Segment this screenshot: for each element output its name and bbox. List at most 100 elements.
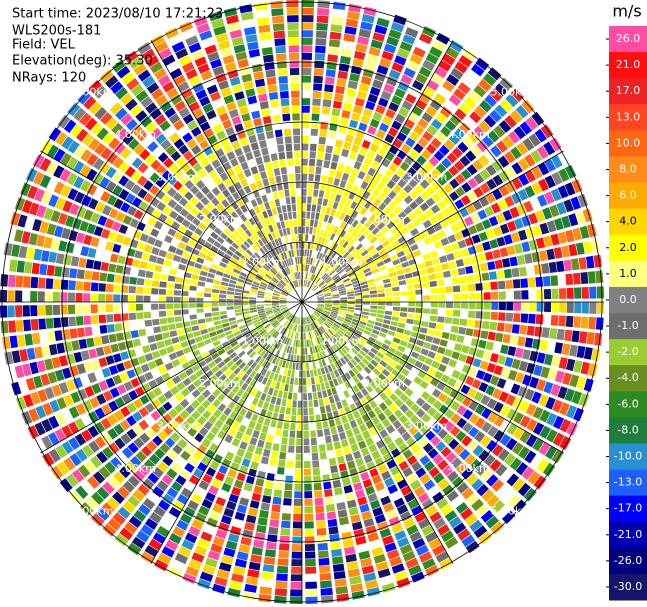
range-gate xyxy=(272,296,280,299)
range-gate xyxy=(284,312,291,318)
range-gate xyxy=(503,453,516,466)
range-gate xyxy=(327,281,335,287)
range-gate xyxy=(370,305,378,309)
range-gate xyxy=(352,367,359,375)
range-gate xyxy=(399,544,413,555)
range-gate xyxy=(187,383,196,393)
range-gate xyxy=(196,212,206,221)
range-gate xyxy=(210,543,223,554)
range-gate xyxy=(302,340,305,348)
range-gate xyxy=(448,516,462,529)
range-gate xyxy=(221,482,232,493)
range-gate xyxy=(418,33,433,45)
range-gate xyxy=(405,137,416,148)
range-gate xyxy=(178,197,189,207)
range-gate xyxy=(280,444,287,453)
range-gate xyxy=(150,108,162,120)
range-gate xyxy=(291,105,300,113)
range-gate xyxy=(380,495,392,506)
range-gate xyxy=(263,54,274,63)
range-gate xyxy=(114,142,126,155)
range-gate xyxy=(355,43,368,53)
range-gate xyxy=(347,127,356,136)
range-gate xyxy=(120,202,131,213)
range-gate xyxy=(433,150,445,162)
range-gate xyxy=(286,285,292,291)
range-gate xyxy=(212,340,221,347)
range-gate xyxy=(457,141,469,154)
range-gate xyxy=(229,76,241,86)
range-gate xyxy=(450,242,460,251)
range-gate xyxy=(137,269,146,278)
range-gate xyxy=(496,322,505,332)
range-gate xyxy=(398,280,407,286)
range-gate xyxy=(242,364,250,373)
range-gate xyxy=(242,144,251,154)
range-gate xyxy=(102,132,115,145)
range-gate xyxy=(249,307,257,311)
range-gate xyxy=(272,496,282,505)
range-gate xyxy=(79,164,91,178)
range-gate xyxy=(377,568,391,579)
range-gate xyxy=(540,124,554,139)
range-gate xyxy=(346,288,354,292)
range-gate xyxy=(143,180,154,191)
range-gate xyxy=(225,237,234,245)
range-gate xyxy=(464,513,478,526)
range-gate xyxy=(171,481,183,492)
range-gate xyxy=(444,421,455,432)
range-gate xyxy=(544,175,556,189)
range-gate xyxy=(188,456,199,467)
range-gate xyxy=(280,98,290,107)
range-gate xyxy=(279,304,287,307)
range-gate xyxy=(239,465,249,475)
range-gate xyxy=(274,230,280,238)
range-gate xyxy=(478,120,491,133)
range-gate xyxy=(384,244,393,252)
range-gate xyxy=(210,58,222,69)
range-gate xyxy=(442,484,454,496)
range-gate xyxy=(240,161,249,171)
range-gate xyxy=(357,496,368,506)
range-gate xyxy=(336,341,343,349)
range-gate xyxy=(215,73,227,83)
range-gate xyxy=(317,299,325,301)
range-gate xyxy=(354,289,362,293)
range-gate xyxy=(394,88,406,99)
range-gate xyxy=(149,61,163,74)
range-gate xyxy=(283,288,290,294)
range-gate xyxy=(423,86,436,98)
range-gate xyxy=(455,173,466,185)
range-gate xyxy=(106,152,118,165)
range-gate xyxy=(529,376,539,389)
range-gate xyxy=(263,556,276,565)
range-gate xyxy=(468,347,477,356)
range-gate xyxy=(268,526,279,535)
range-gate xyxy=(313,83,323,91)
range-gate xyxy=(292,113,300,121)
range-gate xyxy=(499,433,511,446)
range-gate xyxy=(288,384,294,393)
range-gate xyxy=(404,387,414,397)
range-gate xyxy=(249,269,257,276)
range-gate xyxy=(40,373,51,386)
range-gate xyxy=(166,289,174,296)
range-gate xyxy=(162,206,173,216)
range-gate xyxy=(259,314,267,319)
range-gate xyxy=(351,184,359,194)
polar-axes xyxy=(0,0,604,604)
range-gate xyxy=(358,83,370,93)
range-gate xyxy=(226,249,234,257)
range-gate xyxy=(344,546,356,555)
range-gate xyxy=(347,304,355,307)
range-gate xyxy=(241,373,249,382)
range-gate xyxy=(302,83,311,91)
range-gate xyxy=(204,163,214,174)
range-gate xyxy=(316,308,323,312)
range-gate xyxy=(198,222,207,231)
range-gate xyxy=(98,314,107,324)
range-gate xyxy=(325,298,333,301)
range-gate xyxy=(504,195,515,208)
range-gate xyxy=(311,204,317,212)
range-gate xyxy=(288,445,295,453)
